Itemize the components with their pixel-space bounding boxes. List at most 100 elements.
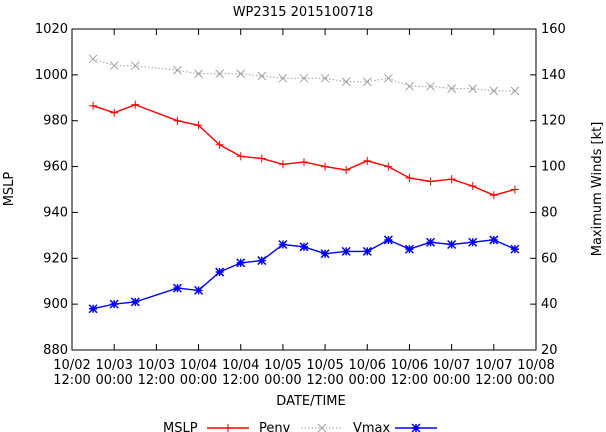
data-point <box>109 61 119 71</box>
data-point <box>510 86 520 96</box>
data-point <box>131 100 140 109</box>
x-tick-label-date: 10/04 <box>222 358 259 373</box>
y-tick-label: 1020 <box>35 22 68 37</box>
series-line <box>92 58 515 92</box>
data-point <box>130 61 140 71</box>
data-point <box>405 81 414 91</box>
data-point <box>109 299 119 309</box>
y2-tick-label: 60 <box>541 251 558 266</box>
data-point <box>447 239 457 250</box>
legend-entry: Vmax <box>301 421 391 432</box>
y2-tick-label: 80 <box>541 205 558 220</box>
x-tick-label-time: 00:00 <box>95 373 132 388</box>
x-tick-label-date: 10/08 <box>517 358 554 373</box>
data-point <box>130 297 140 307</box>
data-point <box>426 237 436 247</box>
legend-entry <box>395 423 437 432</box>
y2-tick-label: 40 <box>541 297 558 312</box>
legend-swatch-marker <box>224 424 232 432</box>
legend-label: Penv <box>259 421 291 432</box>
x-tick-label-time: 12:00 <box>53 373 90 388</box>
series-unnamed-2 <box>88 235 520 314</box>
data-point <box>299 73 309 83</box>
legend-swatch-marker <box>411 423 421 432</box>
data-point <box>426 81 435 91</box>
x-tick-label-date: 10/07 <box>475 358 512 373</box>
x-tick-label-time: 00:00 <box>517 373 554 388</box>
data-point <box>173 65 182 75</box>
x-tick-label-date: 10/07 <box>433 358 470 373</box>
data-point <box>278 239 288 250</box>
data-point <box>278 73 288 83</box>
x-tick-label-time: 12:00 <box>222 373 259 388</box>
x-tick-label-date: 10/03 <box>138 358 175 373</box>
data-point <box>363 156 372 165</box>
legend-swatch-marker <box>317 423 327 432</box>
legend: MSLP Penv Vmax <box>163 421 437 432</box>
data-point <box>362 77 372 87</box>
data-point <box>236 152 245 161</box>
x-tick-label-time: 00:00 <box>349 373 386 388</box>
y-tick-label: 1000 <box>35 68 68 83</box>
data-point <box>426 177 435 186</box>
x-tick-label-time: 12:00 <box>475 373 512 388</box>
y-tick-label: 960 <box>43 160 68 175</box>
x-tick-label-date: 10/04 <box>180 358 217 373</box>
x-tick-label-time: 12:00 <box>138 373 175 388</box>
y-tick-label: 980 <box>43 114 68 129</box>
y2-tick-label: 160 <box>541 22 566 37</box>
y2-tick-label: 120 <box>541 114 566 129</box>
y-tick-label: 900 <box>43 297 68 312</box>
x-axis-label: DATE/TIME <box>276 394 345 409</box>
data-point <box>215 267 225 277</box>
data-point <box>510 244 520 254</box>
y2-axis-label: Maximum Winds [kt] <box>590 122 605 257</box>
data-point <box>173 116 182 125</box>
x-tick-label-time: 00:00 <box>433 373 470 388</box>
data-point <box>321 162 330 171</box>
series-penv <box>89 100 519 200</box>
data-point <box>194 121 203 130</box>
data-point <box>278 160 287 169</box>
y-axis-label: MSLP <box>2 172 17 207</box>
series-vmax <box>88 54 520 96</box>
data-point <box>342 166 351 175</box>
y-tick-label: 940 <box>43 205 68 220</box>
data-point <box>300 157 308 166</box>
data-point <box>468 237 478 247</box>
x-tick-label-date: 10/05 <box>264 358 301 373</box>
x-tick-label-date: 10/03 <box>95 358 132 373</box>
data-point <box>236 69 246 79</box>
data-point <box>236 258 246 268</box>
x-tick-label-date: 10/05 <box>306 358 343 373</box>
x-tick-label-time: 12:00 <box>391 373 428 388</box>
data-point <box>341 246 351 256</box>
data-point <box>384 73 393 83</box>
x-tick-label-time: 00:00 <box>264 373 301 388</box>
plot-area <box>88 54 520 314</box>
data-point <box>194 69 203 79</box>
legend-title: MSLP <box>163 421 198 432</box>
data-point <box>215 69 224 79</box>
legend-label: Vmax <box>353 421 391 432</box>
y2-tick-label: 20 <box>541 343 558 358</box>
tick-marks <box>71 28 537 351</box>
data-point <box>89 101 98 110</box>
data-point <box>489 235 499 245</box>
data-point <box>510 185 519 194</box>
data-point <box>362 246 372 256</box>
data-point <box>489 191 498 200</box>
data-point <box>447 84 456 93</box>
data-point <box>405 174 414 183</box>
data-point <box>468 182 477 191</box>
data-point <box>257 154 266 163</box>
data-point <box>404 244 414 254</box>
data-point <box>468 84 478 93</box>
data-point <box>88 54 98 64</box>
x-tick-label-date: 10/06 <box>349 358 386 373</box>
plot-frame <box>71 28 537 351</box>
y2-tick-label: 140 <box>541 68 566 83</box>
data-point <box>172 283 182 293</box>
data-point <box>257 71 267 81</box>
y-tick-label: 880 <box>43 343 68 358</box>
